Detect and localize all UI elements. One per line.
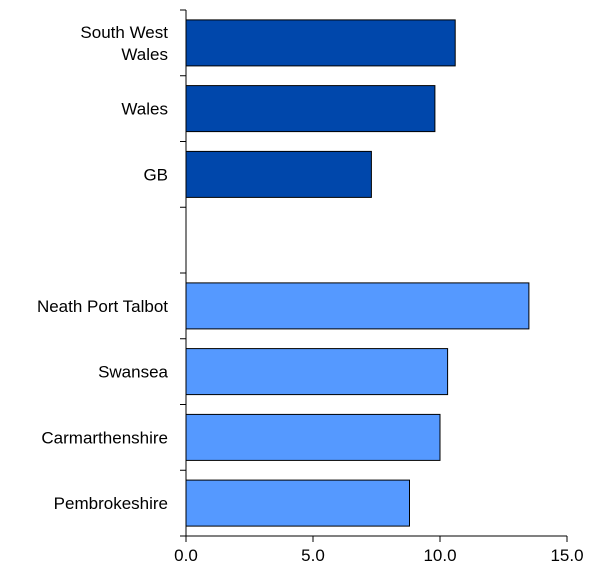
category-label-pembrokeshire: Pembrokeshire [54,494,168,513]
x-tick-label: 10.0 [423,546,456,565]
category-label-line: Neath Port Talbot [37,297,168,316]
category-label-line: Pembrokeshire [54,494,168,513]
bar-swansea [185,348,449,396]
category-label-neath-port-talbot: Neath Port Talbot [37,297,168,316]
x-tick-label: 5.0 [301,546,325,565]
category-label-line: Carmarthenshire [41,428,168,447]
bar-wales [185,85,436,133]
category-label-swansea: Swansea [98,363,168,382]
x-tick-label: 0.0 [174,546,198,565]
bar-pembrokeshire [185,479,410,527]
x-tick-label: 15.0 [550,546,583,565]
category-label-line: GB [143,165,168,184]
category-label-carmarthenshire: Carmarthenshire [41,428,168,447]
category-label-line: South West [80,23,168,42]
category-label-line: Wales [121,45,168,64]
bar-carmarthenshire [185,413,441,461]
bar-gb [185,150,372,198]
category-label-gb: GB [143,165,168,184]
category-label-line: Swansea [98,363,168,382]
bars-layer [185,19,530,527]
category-label-line: Wales [121,100,168,119]
axes: 0.0 5.0 10.0 15.0 [174,9,584,565]
category-label-wales: Wales [121,100,168,119]
category-label-south-west-wales: South West Wales [80,23,168,64]
category-labels: South West Wales Wales GB Neath Port Talbot S… [37,23,169,513]
bar-south-west-wales [185,19,456,67]
bar-neath-port-talbot [185,282,530,330]
